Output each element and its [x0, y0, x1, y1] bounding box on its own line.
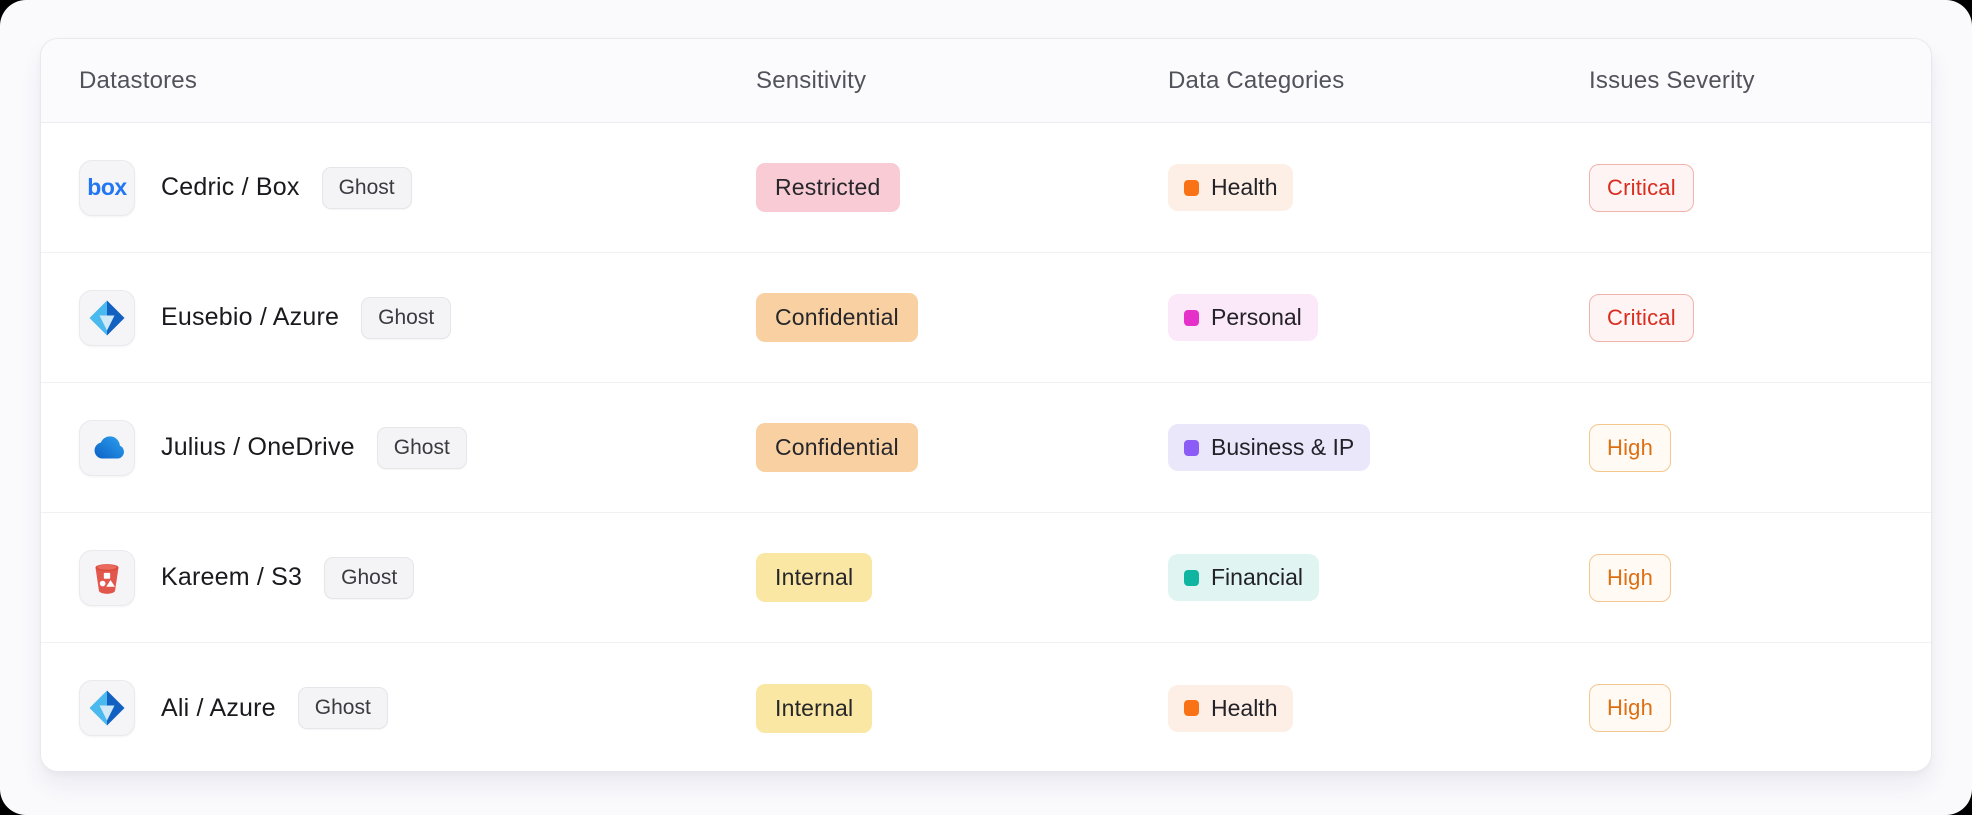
- table-header-row: Datastores Sensitivity Data Categories I…: [41, 39, 1931, 123]
- category-label: Health: [1211, 694, 1278, 721]
- sensitivity-cell: Internal: [756, 683, 1168, 733]
- datastores-table-card: Datastores Sensitivity Data Categories I…: [40, 38, 1932, 772]
- data-category-cell: Personal: [1168, 294, 1589, 341]
- box-logo: box: [87, 174, 127, 200]
- box-icon: box: [79, 159, 135, 216]
- category-dot-icon: [1184, 569, 1199, 586]
- severity-cell: High: [1589, 684, 1931, 732]
- table-body: box Cedric / Box Ghost Restricted Health…: [41, 123, 1931, 771]
- severity-cell: Critical: [1589, 163, 1931, 212]
- category-label: Personal: [1211, 304, 1302, 330]
- datastore-cell: Kareem / S3 Ghost: [79, 549, 756, 606]
- column-header-sensitivity: Sensitivity: [756, 66, 867, 94]
- datastore-name: Cedric / Box: [161, 173, 300, 201]
- severity-badge: High: [1589, 684, 1672, 732]
- table-row[interactable]: Eusebio / Azure Ghost Confidential Perso…: [41, 253, 1931, 383]
- data-category-cell: Health: [1168, 164, 1589, 211]
- sensitivity-cell: Restricted: [756, 163, 1168, 212]
- data-category-badge: Health: [1168, 164, 1294, 211]
- data-category-cell: Health: [1168, 684, 1589, 732]
- ghost-badge: Ghost: [361, 296, 452, 339]
- datastore-name: Kareem / S3: [161, 563, 303, 591]
- category-dot-icon: [1184, 179, 1199, 196]
- datastore-cell: Eusebio / Azure Ghost: [79, 289, 756, 346]
- data-category-badge: Business & IP: [1168, 424, 1371, 471]
- azure-icon: [79, 289, 135, 346]
- datastore-cell: box Cedric / Box Ghost: [79, 159, 756, 216]
- datastore-name: Ali / Azure: [161, 693, 276, 722]
- data-category-badge: Health: [1168, 684, 1294, 732]
- severity-badge: Critical: [1589, 163, 1694, 212]
- column-header-data-categories: Data Categories: [1168, 66, 1345, 94]
- severity-cell: High: [1589, 423, 1931, 472]
- column-header-issues-severity: Issues Severity: [1589, 66, 1755, 94]
- ghost-badge: Ghost: [321, 166, 412, 209]
- data-category-cell: Business & IP: [1168, 424, 1589, 471]
- data-category-badge: Financial: [1168, 554, 1320, 601]
- column-header-datastores: Datastores: [79, 66, 198, 94]
- datastore-name: Eusebio / Azure: [161, 303, 340, 331]
- data-category-cell: Financial: [1168, 554, 1589, 601]
- table-row[interactable]: box Cedric / Box Ghost Restricted Health…: [41, 123, 1931, 253]
- category-dot-icon: [1184, 700, 1199, 716]
- sensitivity-badge: Internal: [756, 553, 873, 602]
- onedrive-icon: [79, 419, 135, 476]
- severity-cell: Critical: [1589, 293, 1931, 342]
- s3-bucket-icon: [79, 549, 135, 606]
- category-label: Health: [1211, 174, 1278, 200]
- table-row[interactable]: Julius / OneDrive Ghost Confidential Bus…: [41, 383, 1931, 513]
- sensitivity-badge: Restricted: [756, 163, 900, 212]
- sensitivity-cell: Internal: [756, 553, 1168, 602]
- sensitivity-cell: Confidential: [756, 423, 1168, 472]
- severity-cell: High: [1589, 553, 1931, 602]
- severity-badge: Critical: [1589, 293, 1694, 342]
- table-row[interactable]: Ali / Azure Ghost Internal Health High: [41, 643, 1931, 771]
- severity-badge: High: [1589, 423, 1672, 472]
- category-label: Business & IP: [1211, 434, 1355, 460]
- category-dot-icon: [1184, 309, 1199, 326]
- sensitivity-badge: Internal: [756, 683, 873, 733]
- datastore-cell: Julius / OneDrive Ghost: [79, 419, 756, 476]
- datastore-cell: Ali / Azure Ghost: [79, 680, 756, 736]
- sensitivity-badge: Confidential: [756, 293, 918, 342]
- category-dot-icon: [1184, 439, 1199, 456]
- ghost-badge: Ghost: [297, 687, 388, 729]
- sensitivity-cell: Confidential: [756, 293, 1168, 342]
- category-label: Financial: [1211, 564, 1304, 590]
- datastore-name: Julius / OneDrive: [161, 433, 355, 461]
- data-category-badge: Personal: [1168, 294, 1318, 341]
- table-row[interactable]: Kareem / S3 Ghost Internal Financial Hig…: [41, 513, 1931, 643]
- azure-icon: [79, 680, 135, 736]
- sensitivity-badge: Confidential: [756, 423, 918, 472]
- ghost-badge: Ghost: [376, 426, 467, 469]
- severity-badge: High: [1589, 553, 1672, 602]
- ghost-badge: Ghost: [324, 556, 415, 599]
